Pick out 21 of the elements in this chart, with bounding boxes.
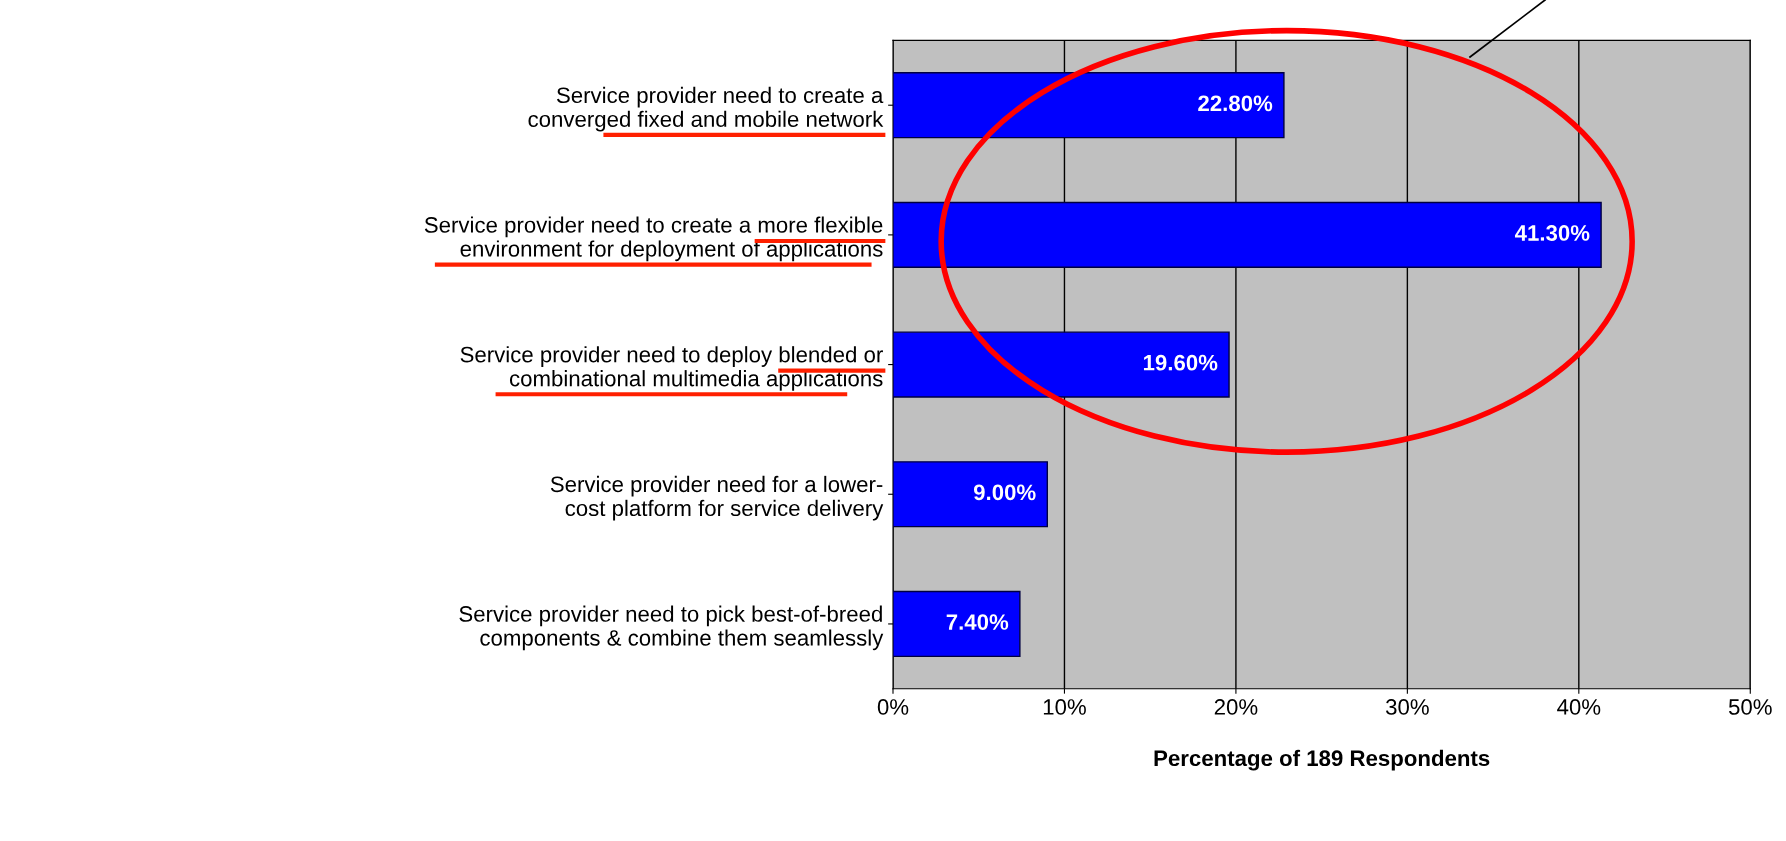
bar <box>893 590 1021 658</box>
data-label: 9.00% <box>973 484 1036 501</box>
x-tick-label: 10% <box>1043 699 1086 715</box>
x-tick-label: 0% <box>877 699 909 715</box>
bar <box>893 72 1285 139</box>
x-axis-title: Percentage of 189 Respondents <box>1154 749 1490 771</box>
bar <box>893 201 1602 269</box>
x-tick-label: 40% <box>1557 699 1601 715</box>
data-label: 22.80% <box>1198 95 1273 112</box>
x-tick-label: 30% <box>1385 699 1429 715</box>
x-tick-label: 20% <box>1214 699 1258 715</box>
data-label: 7.40% <box>946 614 1009 630</box>
y-tick-label: Service provider need to create a converged fixed and mobile network <box>528 86 884 132</box>
y-tick-label: Service provider need to deploy blended or combinational multimedia applications <box>460 346 883 391</box>
data-label: 19.60% <box>1143 354 1218 371</box>
y-tick-label: Service provider need to pick best-of-breed components & combine them seamlessly <box>459 605 884 651</box>
data-label: 41.30% <box>1514 225 1590 241</box>
bar <box>893 331 1230 398</box>
y-tick-label: Service provider need for a lower- cost platform for service delivery <box>550 475 884 521</box>
x-tick-label: 50% <box>1728 699 1772 715</box>
bar <box>893 461 1049 528</box>
